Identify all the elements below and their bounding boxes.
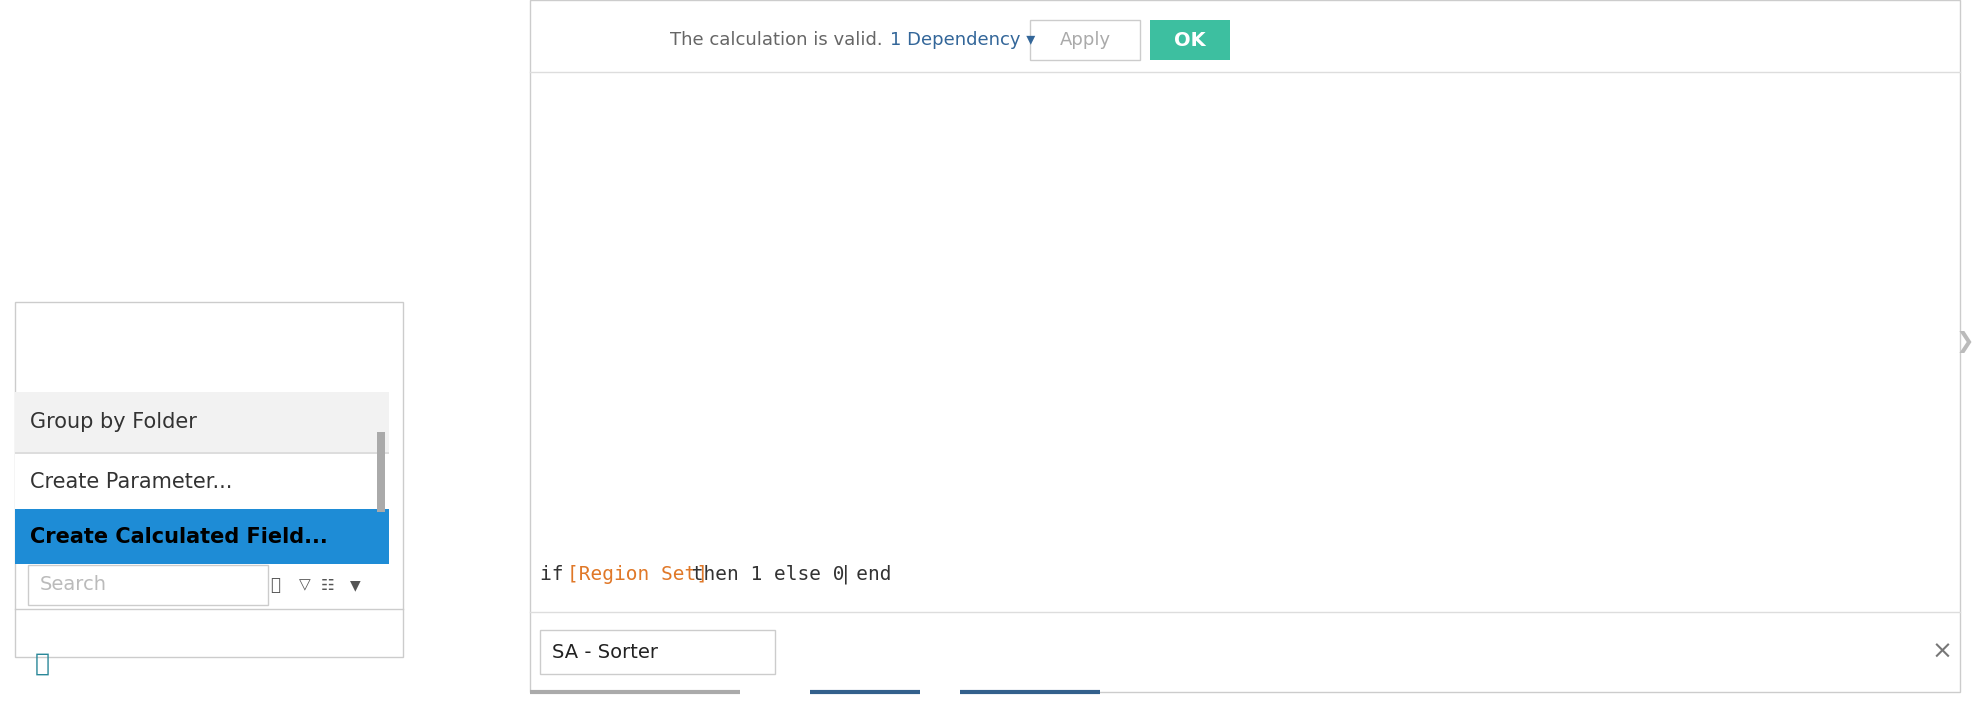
Bar (540, 630, 775, 674)
Text: ❯: ❯ (1956, 331, 1974, 353)
Bar (378, 432, 386, 512)
Text: ▽: ▽ (299, 577, 311, 592)
Bar (16, 454, 390, 509)
Bar (16, 452, 390, 454)
Text: SA - Sorter: SA - Sorter (552, 642, 659, 661)
Text: Create Parameter...: Create Parameter... (30, 472, 231, 492)
Bar (16, 302, 404, 657)
Text: if: if (540, 565, 576, 584)
Bar (28, 565, 267, 605)
Text: Create Calculated Field...: Create Calculated Field... (30, 527, 328, 547)
Text: ⧉: ⧉ (36, 652, 49, 676)
Bar (530, 0, 1960, 692)
Bar (1149, 20, 1230, 60)
Text: The calculation is valid.: The calculation is valid. (671, 31, 882, 49)
Text: Group by Folder: Group by Folder (30, 412, 198, 432)
Text: ▼: ▼ (350, 578, 360, 592)
Text: [Region Set]: [Region Set] (568, 565, 708, 584)
Text: |: | (841, 564, 853, 584)
Bar (16, 509, 390, 564)
Text: 🔍: 🔍 (271, 576, 281, 594)
Text: 1 Dependency ▾: 1 Dependency ▾ (890, 31, 1034, 49)
Text: ×: × (1931, 640, 1952, 664)
Bar (16, 392, 390, 452)
Bar (1031, 20, 1139, 60)
Text: then 1 else 0 end: then 1 else 0 end (680, 565, 892, 584)
Text: OK: OK (1175, 31, 1207, 50)
Text: Apply: Apply (1060, 31, 1110, 49)
Text: ☷: ☷ (320, 577, 334, 592)
Text: Search: Search (40, 575, 107, 595)
